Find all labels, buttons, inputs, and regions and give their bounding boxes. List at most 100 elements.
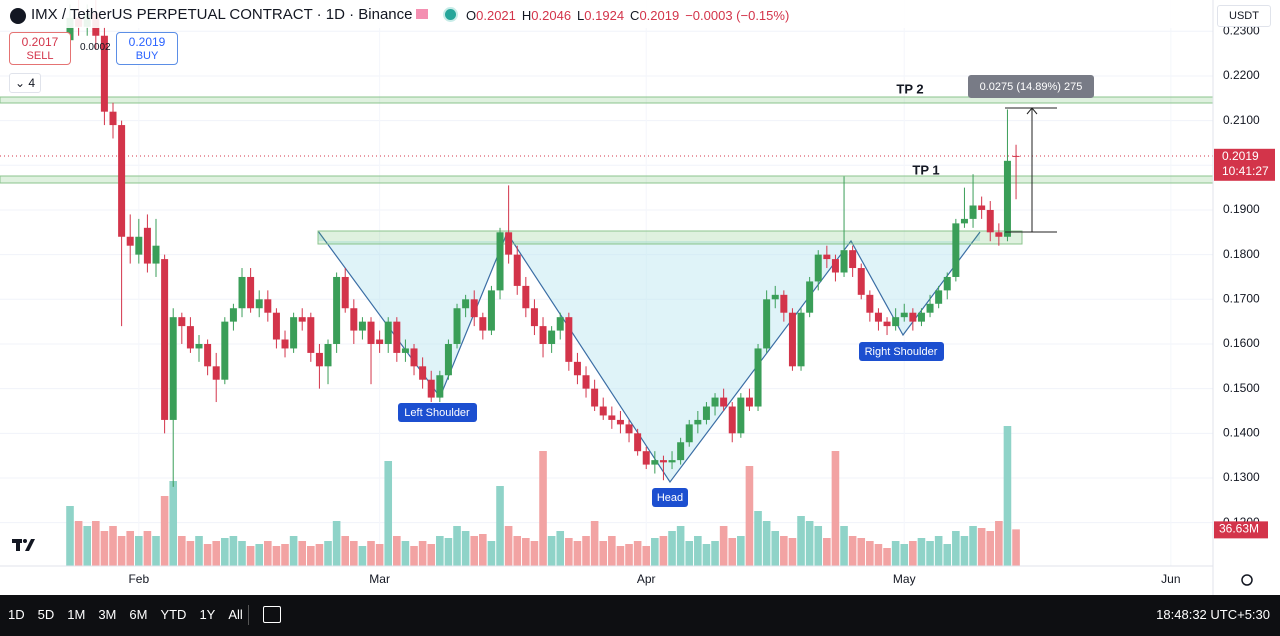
candle-body — [212, 366, 220, 380]
candle-body — [393, 321, 401, 353]
y-tick-label: 0.1500 — [1223, 381, 1260, 395]
flag-icon[interactable] — [416, 9, 428, 19]
candle-body — [685, 424, 693, 443]
candle-body — [866, 294, 874, 313]
candle-body — [539, 326, 547, 344]
volume-bar — [659, 536, 668, 566]
volume-bar — [685, 541, 694, 566]
volume-bar — [969, 526, 977, 566]
volume-layer — [66, 426, 1020, 566]
buy-button[interactable]: 0.2019 BUY — [116, 32, 178, 65]
volume-bar — [401, 541, 410, 566]
volume-bar — [212, 541, 221, 566]
candle-body — [849, 250, 857, 269]
range-button[interactable]: YTD — [160, 607, 187, 622]
volume-bar — [840, 526, 848, 566]
symbol-title: IMX / TetherUS PERPETUAL CONTRACT · 1D ·… — [31, 6, 413, 23]
candle-body — [255, 299, 263, 309]
date-range-icon[interactable] — [263, 606, 281, 623]
candle-body — [625, 424, 633, 434]
volume-bar — [823, 538, 831, 566]
volume-bar — [152, 536, 160, 566]
range-button[interactable]: 1Y — [199, 607, 216, 622]
volume-bar — [1012, 529, 1020, 566]
volume-bar — [711, 541, 719, 566]
tv-logo — [12, 539, 35, 551]
volume-bar — [229, 536, 238, 566]
volume-bar — [178, 536, 186, 566]
range-button[interactable]: 5D — [37, 607, 55, 622]
candle-body — [952, 223, 960, 277]
x-tick-label: Apr — [637, 572, 656, 586]
volume-bar — [479, 534, 487, 566]
volume-bar — [625, 544, 633, 566]
volume-bar — [289, 536, 298, 566]
volume-bar — [745, 466, 754, 566]
volume-bar — [582, 536, 590, 566]
candle-body — [118, 125, 126, 237]
x-tick-label: Feb — [128, 572, 149, 586]
candle-body — [66, 17, 74, 41]
indicators-toggle[interactable]: ⌄ 4 — [9, 73, 41, 93]
candle-body — [100, 35, 108, 112]
volume-bar — [831, 451, 840, 566]
volume-bar — [668, 531, 676, 566]
volume-bar — [143, 531, 152, 566]
volume-bar — [487, 541, 496, 566]
candle-body — [109, 111, 117, 126]
ohlc-value: 0.2019 — [639, 8, 680, 23]
y-tick-label: 0.2100 — [1223, 113, 1260, 127]
buy-price: 0.2019 — [128, 35, 166, 49]
volume-bar — [126, 531, 135, 566]
sell-button[interactable]: 0.2017 SELL — [9, 32, 71, 65]
volume-bar — [324, 541, 332, 566]
range-button[interactable]: 1D — [8, 607, 25, 622]
volume-bar — [676, 526, 685, 566]
candle-body — [642, 451, 650, 465]
volume-bar — [874, 544, 883, 566]
bottom-toolbar: 1D 5D 1M 3M 6M YTD 1Y All 18:48:32 UTC+5:30 — [0, 595, 1280, 636]
candle-body — [943, 276, 951, 291]
candle-body — [978, 205, 986, 210]
sell-label: SELL — [26, 50, 54, 62]
range-button[interactable]: 6M — [129, 607, 148, 622]
volume-bar — [883, 548, 891, 566]
volume-bar — [470, 536, 479, 566]
candle-body — [668, 460, 676, 463]
volume-bar — [109, 526, 117, 566]
last-price-tag — [1214, 148, 1275, 181]
volume-bar — [762, 521, 771, 566]
volume-bar — [754, 511, 762, 566]
candle-body — [221, 321, 229, 380]
candle-body — [582, 375, 590, 389]
range-button[interactable]: 3M — [98, 607, 117, 622]
volume-bar — [461, 531, 470, 566]
candle-body — [874, 312, 882, 322]
volume-bar — [934, 536, 943, 566]
ohlc-key: C — [630, 8, 640, 23]
range-button[interactable]: 1M — [67, 607, 86, 622]
candle-body — [917, 312, 925, 322]
ohlc-change: −0.0003 (−0.15%) — [685, 8, 790, 23]
header-bar — [0, 0, 1212, 28]
tp1-zone — [0, 175, 1214, 184]
volume-bar — [737, 536, 745, 566]
candle-body — [204, 343, 212, 367]
clock: 18:48:32 UTC+5:30 — [1156, 607, 1270, 622]
volume-bar — [436, 536, 444, 566]
volume-bar — [995, 521, 1003, 566]
volume-bar — [599, 541, 608, 566]
ohlc-value: 0.2021 — [476, 8, 516, 23]
candle-body — [427, 379, 435, 398]
volume-bar — [246, 546, 255, 566]
volume-bar — [719, 526, 728, 566]
range-button[interactable]: All — [228, 607, 243, 622]
settings-icon[interactable] — [1241, 574, 1253, 586]
price-axis — [1213, 0, 1280, 595]
currency-select[interactable]: USDT — [1217, 5, 1271, 27]
y-tick-label: 0.1300 — [1223, 470, 1260, 484]
candle-body — [470, 299, 478, 318]
candle-body — [1003, 160, 1011, 237]
candle-body — [788, 312, 796, 367]
